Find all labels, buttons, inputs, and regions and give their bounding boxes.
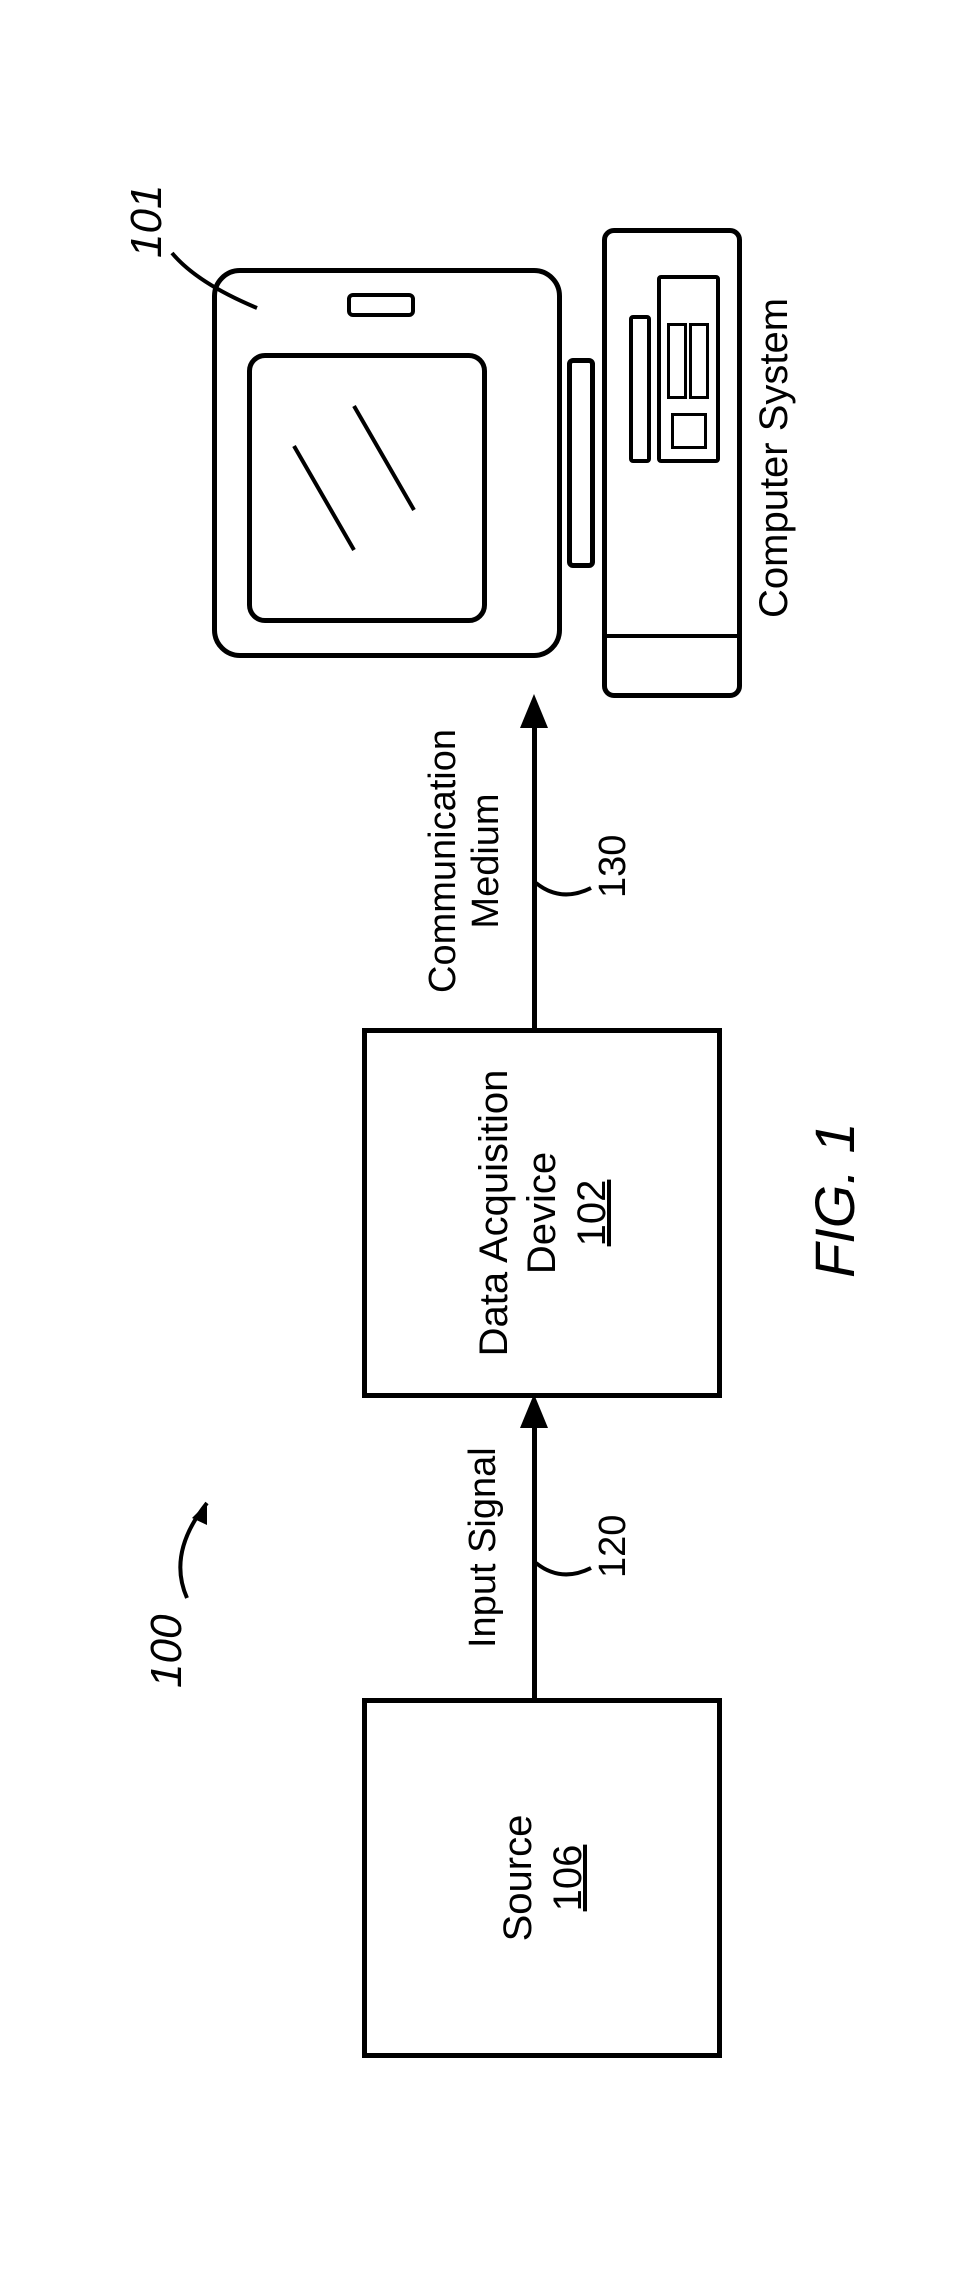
monitor-base [567,358,595,568]
computer-system-icon: Computer System [212,218,792,698]
input-signal-arrowhead [520,1394,548,1428]
system-ref-arrow [157,1483,237,1603]
source-box: Source 106 [362,1698,722,2058]
computer-tower [602,228,742,698]
computer-label: Computer System [752,297,797,617]
figure-label: FIG. 1 [802,1122,867,1278]
comm-medium-ref: 130 [592,834,635,897]
comm-medium-leader [536,853,596,903]
input-signal-leader [536,1533,596,1583]
source-label: Source [494,1814,542,1941]
computer-ref-leader [157,238,267,318]
diagram-canvas: 100 Source 106 Input Signal 120 Data Acq… [82,138,882,2138]
comm-medium-arrowhead [520,694,548,728]
monitor-screen [247,353,487,623]
figure-container: 100 Source 106 Input Signal 120 Data Acq… [20,20,944,2255]
input-signal-ref: 120 [592,1514,635,1577]
system-ref-number: 100 [142,1614,192,1687]
source-ref: 106 [546,1844,591,1911]
input-signal-label: Input Signal [462,1447,505,1648]
comm-medium-label: Communication Medium [422,729,508,993]
daq-box: Data Acquisition Device 102 [362,1028,722,1398]
daq-ref: 102 [570,1179,615,1246]
monitor-outer [212,268,562,658]
daq-label: Data Acquisition Device [470,1069,566,1356]
